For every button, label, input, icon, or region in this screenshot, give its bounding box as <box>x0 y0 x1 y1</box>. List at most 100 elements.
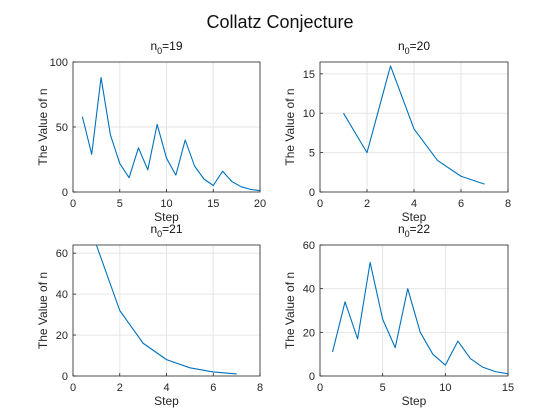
data-point <box>95 244 97 246</box>
data-point <box>193 165 195 167</box>
x-tick-label: 4 <box>411 198 417 210</box>
data-point <box>240 186 242 188</box>
data-point <box>231 180 233 182</box>
data-point <box>344 301 346 303</box>
x-axis-label: Step <box>402 210 427 224</box>
data-point <box>436 159 438 161</box>
x-tick-label: 0 <box>317 382 323 394</box>
data-point <box>156 123 158 125</box>
x-tick-label: 15 <box>502 382 514 394</box>
data-point <box>482 366 484 368</box>
y-tick-label: 60 <box>303 240 315 252</box>
data-point <box>259 190 261 192</box>
x-tick-label: 0 <box>70 198 76 210</box>
data-point <box>212 184 214 186</box>
series-line <box>343 65 485 185</box>
subplot-title: n0=22 <box>398 222 430 239</box>
data-point <box>342 112 344 114</box>
x-axis-label: Step <box>402 394 427 408</box>
subplot-title-base: n <box>150 39 157 53</box>
y-tick-label: 20 <box>56 330 68 342</box>
data-point <box>407 287 409 289</box>
data-point <box>483 183 485 185</box>
data-point <box>221 170 223 172</box>
data-point <box>460 175 462 177</box>
x-tick-label: 0 <box>317 198 323 210</box>
y-axis-label: The Value of n <box>283 88 297 165</box>
x-tick-label: 10 <box>439 382 451 394</box>
data-point <box>381 318 383 320</box>
data-point <box>81 115 83 117</box>
y-tick-label: 50 <box>56 122 68 134</box>
x-tick-label: 6 <box>458 198 464 210</box>
data-point <box>147 169 149 171</box>
data-point <box>91 153 93 155</box>
data-point <box>165 358 167 360</box>
series-line <box>331 261 509 375</box>
subplot-title: n0=20 <box>398 39 430 56</box>
y-tick-label: 5 <box>309 148 315 160</box>
y-tick-label: 0 <box>309 187 315 199</box>
x-tick-label: 5 <box>380 382 386 394</box>
data-point <box>203 178 205 180</box>
data-point <box>119 309 121 311</box>
data-point <box>184 139 186 141</box>
data-point <box>235 373 237 375</box>
y-tick-label: 40 <box>56 289 68 301</box>
y-tick-label: 60 <box>56 248 68 260</box>
data-point <box>137 147 139 149</box>
y-axis-label: The Value of n <box>36 272 50 349</box>
y-tick-label: 15 <box>303 69 315 81</box>
subplot-title-rest: =21 <box>162 222 183 236</box>
x-axis-label: Step <box>154 394 179 408</box>
y-tick-label: 100 <box>50 57 68 69</box>
x-tick-label: 8 <box>505 198 511 210</box>
data-point <box>249 188 251 190</box>
data-point <box>432 353 434 355</box>
y-tick-label: 20 <box>303 327 315 339</box>
data-point <box>109 134 111 136</box>
series-line <box>81 77 261 192</box>
x-tick-label: 4 <box>163 382 169 394</box>
subplot-title-subscript: 0 <box>405 229 410 239</box>
data-point <box>189 367 191 369</box>
y-tick-label: 40 <box>303 284 315 296</box>
x-tick-label: 8 <box>257 382 263 394</box>
data-point <box>128 177 130 179</box>
data-point <box>419 331 421 333</box>
x-tick-label: 10 <box>160 198 172 210</box>
data-point <box>175 174 177 176</box>
y-tick-label: 0 <box>309 371 315 383</box>
subplot-title: n0=21 <box>150 222 182 239</box>
subplot-title-rest: =19 <box>162 39 183 53</box>
x-tick-label: 15 <box>207 198 219 210</box>
figure-title: Collatz Conjecture <box>206 12 353 32</box>
data-point <box>369 261 371 263</box>
data-point <box>394 346 396 348</box>
data-point <box>356 338 358 340</box>
x-tick-label: 2 <box>364 198 370 210</box>
y-axis-label: The Value of n <box>36 88 50 165</box>
axes-box <box>319 244 509 377</box>
x-tick-label: 2 <box>117 382 123 394</box>
data-point <box>389 65 391 67</box>
y-axis-label: The Value of n <box>283 272 297 349</box>
subplot-title-subscript: 0 <box>405 46 410 56</box>
y-tick-label: 0 <box>62 371 68 383</box>
data-point <box>119 162 121 164</box>
x-axis-label: Step <box>154 210 179 224</box>
data-point <box>469 357 471 359</box>
data-point <box>413 128 415 130</box>
data-point <box>457 340 459 342</box>
y-tick-label: 0 <box>62 187 68 199</box>
data-point <box>212 371 214 373</box>
subplot-title-rest: =22 <box>410 222 431 236</box>
x-tick-label: 0 <box>70 382 76 394</box>
subplot-title-subscript: 0 <box>157 46 162 56</box>
data-point <box>366 151 368 153</box>
